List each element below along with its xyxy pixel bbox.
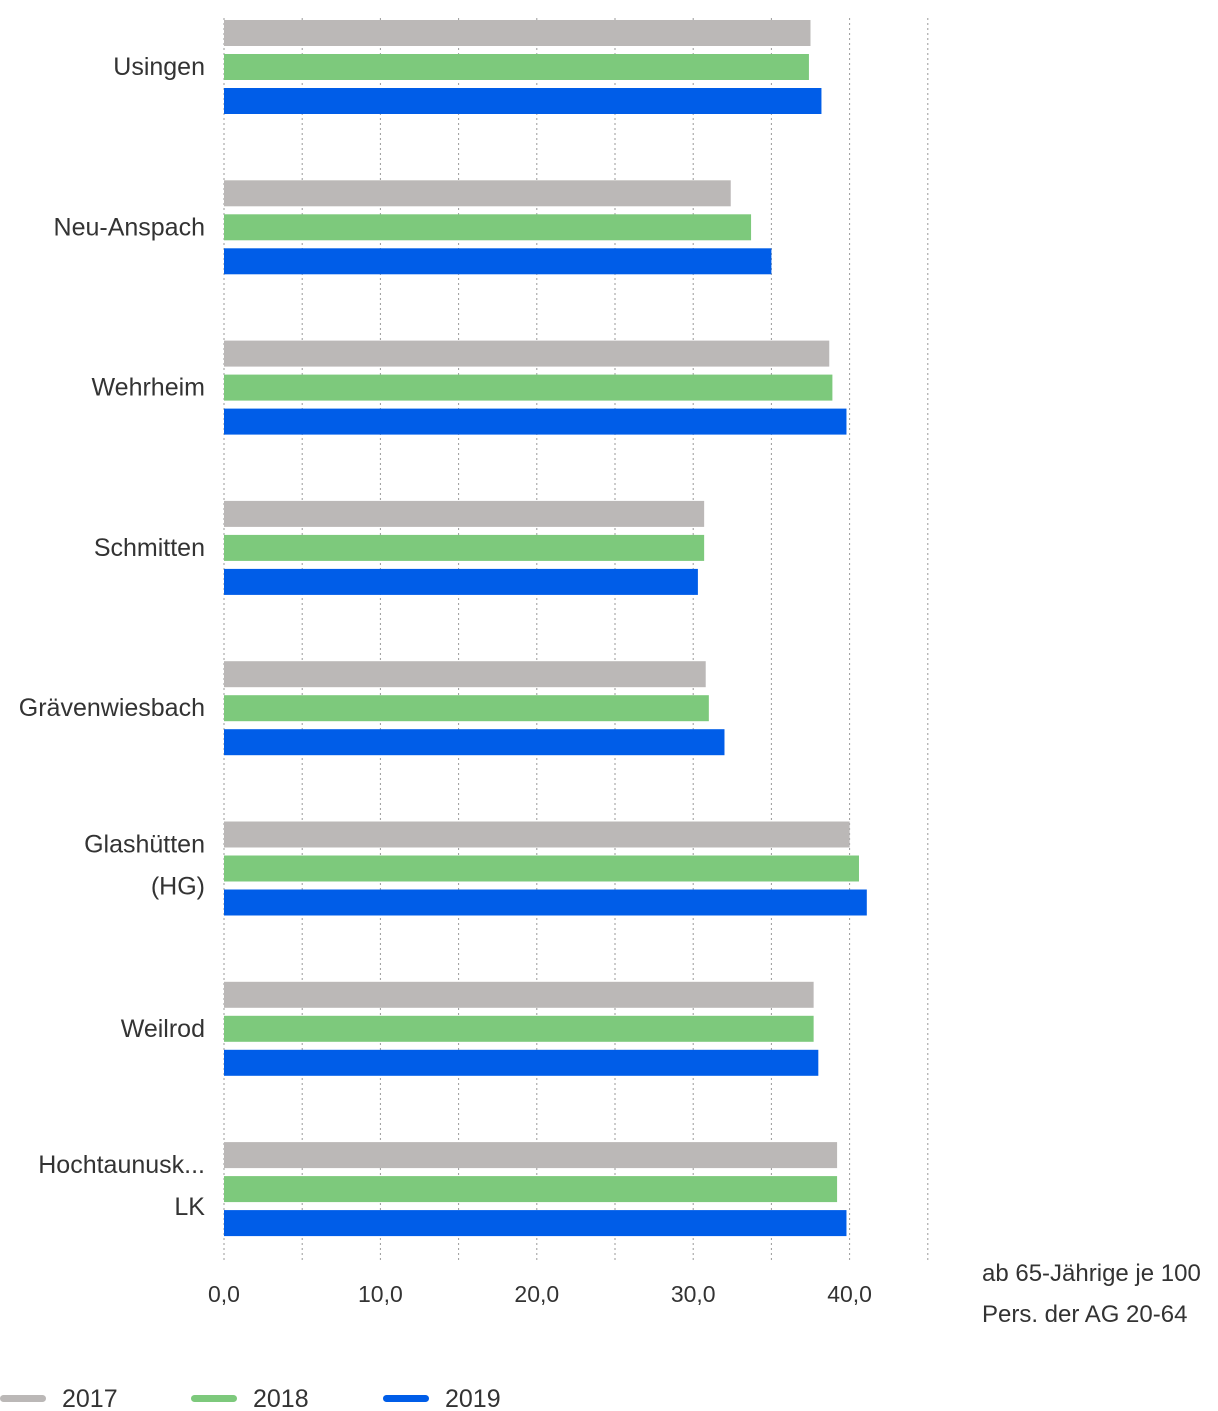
legend-label: 2018: [253, 1385, 309, 1411]
bar-2018: [224, 695, 709, 722]
legend-label: 2017: [62, 1385, 118, 1411]
legend-label: 2019: [445, 1385, 501, 1411]
bar-2019: [224, 1049, 819, 1076]
bar-2018: [224, 214, 752, 241]
x-axis-title-line: Pers. der AG 20-64: [982, 1301, 1187, 1328]
bar-2018: [224, 1176, 838, 1203]
bar-2017: [224, 20, 811, 46]
category-label: Grävenwiesbach: [19, 694, 205, 722]
category-label: Hochtaunusk...: [38, 1151, 205, 1179]
bar-2019: [224, 1210, 847, 1237]
bar-2017: [224, 821, 850, 848]
legend: 2017 2018 2019: [0, 1385, 501, 1411]
x-tick-label: 30,0: [671, 1281, 716, 1307]
x-axis-ticks: 0,0 10,0 20,0 30,0 40,0: [208, 1281, 872, 1307]
bar-2018: [224, 534, 705, 561]
x-tick-label: 10,0: [358, 1281, 403, 1307]
category-labels: Usingen Neu-Anspach Wehrheim Schmitten Gräve…: [19, 53, 206, 1221]
x-tick-label: 0,0: [208, 1281, 240, 1307]
category-label: Neu-Anspach: [54, 213, 205, 241]
x-axis-title-line: ab 65-Jährige je 100: [982, 1260, 1201, 1287]
category-label: Wehrheim: [92, 374, 205, 402]
bar-2019: [224, 568, 698, 595]
bar-2017: [224, 661, 706, 688]
bar-2018: [224, 54, 809, 80]
bar-2017: [224, 180, 731, 207]
legend-swatch-2017: [0, 1395, 46, 1402]
bar-2017: [224, 500, 705, 527]
category-label: Weilrod: [121, 1015, 205, 1043]
category-label: LK: [174, 1193, 205, 1221]
legend-swatch-2019: [383, 1395, 429, 1402]
x-axis-title: ab 65-Jährige je 100 Pers. der AG 20-64: [982, 1260, 1201, 1328]
bar-2019: [224, 408, 847, 435]
x-tick-label: 20,0: [514, 1281, 559, 1307]
bar-2017: [224, 981, 814, 1008]
bar-2019: [224, 88, 822, 114]
category-label: Usingen: [113, 53, 205, 81]
bar-2019: [224, 729, 725, 756]
bar-2017: [224, 1142, 838, 1169]
bar-2019: [224, 889, 867, 916]
bar-2018: [224, 855, 859, 882]
category-label: Glashütten: [84, 831, 205, 859]
legend-swatch-2018: [191, 1395, 237, 1402]
bar-2018: [224, 1015, 814, 1042]
category-label: (HG): [151, 873, 205, 901]
x-tick-label: 40,0: [827, 1281, 872, 1307]
category-label: Schmitten: [94, 534, 205, 562]
bar-2017: [224, 340, 830, 367]
bars: [224, 20, 867, 1237]
bar-2018: [224, 374, 833, 401]
bar-2019: [224, 248, 772, 275]
